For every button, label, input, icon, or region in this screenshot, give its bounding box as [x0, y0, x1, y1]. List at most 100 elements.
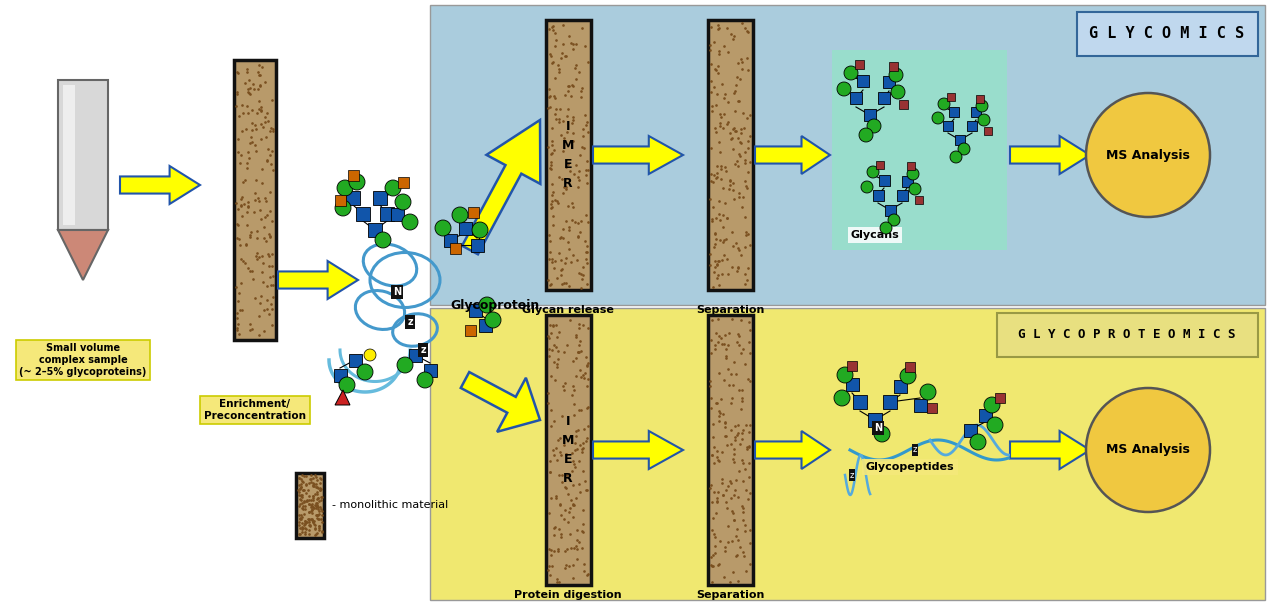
Circle shape [397, 357, 412, 373]
Bar [878, 92, 890, 104]
Bar [335, 195, 345, 206]
Bar [478, 319, 491, 331]
Circle shape [907, 168, 919, 180]
Circle shape [376, 232, 391, 248]
Bar [449, 243, 461, 254]
Bar [546, 20, 590, 290]
Text: Small volume
complex sample
(~ 2–5% glycoproteins): Small volume complex sample (~ 2–5% glyc… [19, 344, 147, 376]
Text: N: N [393, 287, 401, 297]
Text: G L Y C O M I C S: G L Y C O M I C S [1090, 27, 1245, 41]
Circle shape [888, 214, 900, 226]
Bar [546, 315, 590, 585]
Text: Separation: Separation [695, 305, 764, 315]
Text: - monolithic material: - monolithic material [332, 500, 448, 510]
Polygon shape [593, 431, 683, 469]
Bar [949, 107, 959, 117]
Bar [464, 325, 476, 336]
Polygon shape [461, 372, 541, 432]
Circle shape [402, 214, 418, 230]
Bar [443, 233, 457, 246]
Bar [845, 378, 859, 390]
Bar [868, 413, 882, 427]
Circle shape [478, 297, 495, 313]
Circle shape [364, 349, 376, 361]
Circle shape [838, 367, 853, 383]
Bar [893, 379, 906, 393]
Bar [850, 92, 862, 104]
Bar [976, 95, 983, 103]
Circle shape [987, 417, 1003, 433]
Circle shape [891, 85, 905, 99]
Circle shape [867, 119, 881, 133]
Circle shape [338, 180, 353, 196]
Circle shape [976, 100, 989, 112]
Bar [296, 472, 324, 537]
Bar [708, 20, 753, 290]
Circle shape [970, 434, 986, 450]
Bar [883, 76, 895, 88]
Bar [995, 393, 1005, 403]
Circle shape [485, 312, 501, 328]
Bar [471, 238, 483, 252]
Circle shape [395, 194, 411, 210]
Bar [978, 409, 991, 421]
Bar [888, 61, 897, 71]
Circle shape [978, 114, 990, 126]
Bar [901, 176, 912, 187]
Circle shape [958, 143, 970, 155]
Bar [905, 362, 915, 372]
Circle shape [900, 368, 916, 384]
Bar [430, 308, 1265, 600]
Text: Glycoprotein: Glycoprotein [450, 299, 539, 311]
Bar [397, 176, 409, 187]
Text: Separation: Separation [695, 590, 764, 600]
Circle shape [983, 397, 1000, 413]
Polygon shape [278, 261, 358, 299]
Circle shape [349, 174, 365, 190]
Polygon shape [755, 431, 830, 469]
Circle shape [834, 390, 850, 406]
Bar [915, 196, 923, 204]
Circle shape [339, 377, 355, 393]
Circle shape [931, 112, 944, 124]
Circle shape [335, 200, 352, 216]
Bar [943, 121, 953, 131]
Text: Glycan release: Glycan release [522, 305, 614, 315]
Circle shape [385, 180, 401, 196]
Polygon shape [462, 120, 541, 254]
Polygon shape [755, 136, 830, 174]
Bar [357, 207, 371, 221]
Circle shape [890, 68, 904, 82]
Bar [963, 424, 977, 437]
Bar [956, 135, 964, 145]
Circle shape [859, 128, 873, 142]
Circle shape [874, 426, 890, 442]
Circle shape [435, 220, 450, 236]
Text: z: z [850, 471, 854, 480]
Circle shape [867, 166, 879, 178]
Bar [430, 5, 1265, 305]
Bar [846, 361, 857, 371]
Bar [832, 50, 1008, 250]
Bar [983, 127, 992, 135]
Circle shape [452, 207, 468, 223]
Bar [391, 207, 404, 221]
Circle shape [920, 384, 937, 400]
Bar [854, 60, 863, 69]
Bar [63, 85, 75, 225]
Circle shape [1086, 93, 1211, 217]
Polygon shape [335, 390, 350, 405]
Bar [458, 221, 472, 235]
Polygon shape [1010, 136, 1090, 174]
Bar [467, 207, 478, 218]
Bar [379, 207, 393, 221]
Bar [334, 368, 346, 381]
Polygon shape [121, 166, 201, 204]
Circle shape [909, 183, 921, 195]
Bar [907, 162, 915, 170]
FancyBboxPatch shape [1077, 12, 1258, 56]
Circle shape [418, 372, 433, 388]
Bar [876, 161, 884, 169]
Text: z: z [912, 446, 917, 455]
Bar [898, 100, 907, 108]
